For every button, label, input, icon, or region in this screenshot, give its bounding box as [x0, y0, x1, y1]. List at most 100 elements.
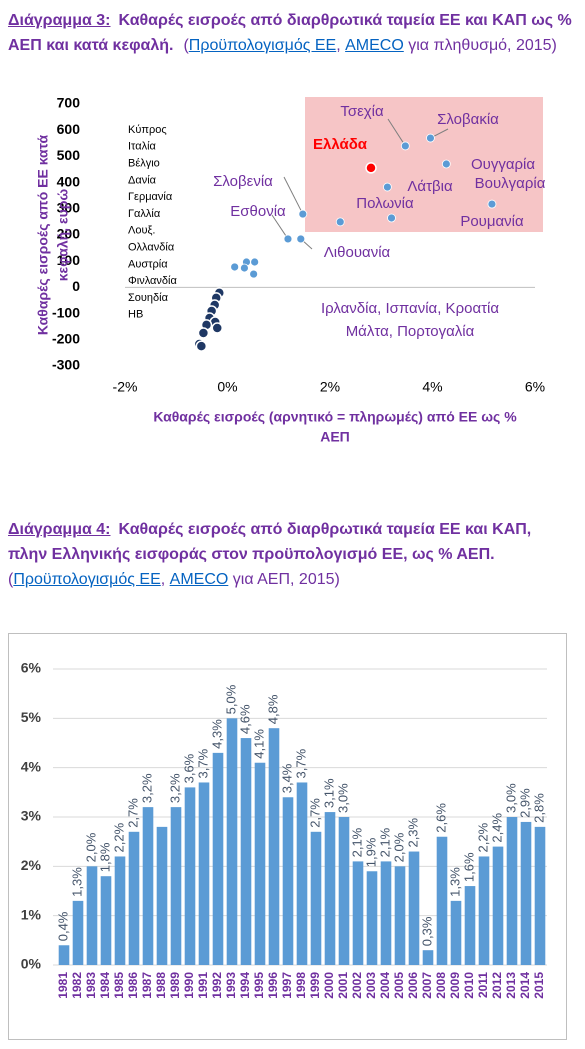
x-tick-label: 1981	[56, 972, 70, 999]
caption-link[interactable]: Προϋπολογισμός ΕΕ	[188, 37, 337, 54]
bar	[478, 856, 490, 965]
point-label: Λιθουανία	[324, 244, 391, 261]
country-list-item: Φινλανδία	[128, 275, 177, 287]
x-tick-label: 2010	[462, 972, 476, 999]
leader-line	[271, 214, 289, 240]
point	[335, 217, 345, 227]
caption-link[interactable]: Προϋπολογισμός ΕΕ	[13, 571, 161, 588]
x-tick-label: 2014	[518, 972, 532, 999]
x-tick-label: 1991	[196, 972, 210, 999]
point	[249, 269, 259, 279]
value-label: 2,3%	[405, 817, 420, 847]
country-list-item: Σουηδία	[128, 292, 169, 304]
y-tick-label: 100	[57, 252, 81, 268]
bar	[492, 846, 504, 965]
x-tick-label: 1986	[126, 972, 140, 999]
point	[197, 327, 210, 339]
caption-link[interactable]: AMECO	[345, 37, 404, 54]
value-label: 1,3%	[447, 867, 462, 897]
x-tick-label: 2013	[504, 972, 518, 999]
point	[387, 213, 396, 223]
value-label: 1,6%	[461, 852, 476, 882]
x-tick-label: 1987	[140, 972, 154, 999]
value-label: 4,6%	[237, 704, 252, 734]
bar	[156, 826, 168, 965]
point	[441, 159, 451, 169]
y-tick-label: 2%	[21, 857, 42, 873]
value-label: 2,8%	[531, 793, 546, 823]
caption-title: Καθαρές εισροές από διαρθρωτικά ταμεία Ε…	[8, 521, 536, 563]
x-tick-label: 1988	[154, 972, 168, 999]
x-tick-label: 2005	[392, 972, 406, 999]
highlight-region	[305, 97, 543, 232]
point-label: Λάτβια	[407, 178, 453, 195]
x-tick-label: 1984	[98, 972, 112, 999]
country-list-item: Δανία	[128, 174, 157, 186]
value-label: 5,0%	[223, 684, 238, 714]
value-label: 0,3%	[419, 916, 434, 946]
caption-link[interactable]: AMECO	[169, 571, 229, 588]
caption: Διάγραμμα 4: Καθαρές εισροές από διαρθρωτ…	[8, 517, 573, 592]
x-tick-label: 6%	[525, 379, 545, 395]
point-label: Ελλάδα	[313, 136, 368, 153]
value-label: 2,1%	[349, 827, 364, 857]
country-list-item: Γαλλία	[128, 208, 161, 220]
caption-label: Διάγραμμα 3:	[8, 12, 111, 29]
y-tick-label: 200	[57, 226, 81, 242]
x-tick-label: 1982	[70, 972, 84, 999]
x-tick-label: 1997	[280, 972, 294, 999]
y-tick-label: -300	[52, 357, 80, 373]
point-label: Βουλγαρία	[475, 175, 546, 192]
value-label: 3,2%	[167, 773, 182, 803]
x-tick-label: 2%	[320, 379, 340, 395]
bar	[254, 762, 266, 965]
value-label: 1,3%	[69, 867, 84, 897]
x-tick-label: 1996	[266, 972, 280, 999]
y-tick-label: 6%	[21, 660, 42, 676]
y-tick-label: 700	[57, 95, 81, 111]
bar	[296, 782, 308, 965]
y-tick-label: 400	[57, 173, 81, 189]
annotation: Μάλτα, Πορτογαλία	[346, 323, 475, 340]
bar	[142, 807, 154, 965]
point	[283, 234, 293, 244]
x-tick-label: 1993	[224, 972, 238, 999]
point	[298, 209, 308, 219]
x-tick-label: 2008	[434, 972, 448, 999]
x-tick-label: 2003	[364, 972, 378, 999]
point	[250, 257, 260, 267]
country-list-item: Κύπρος	[128, 124, 167, 136]
x-tick-label: 1994	[238, 972, 252, 999]
x-tick-label: -2%	[113, 379, 138, 395]
point	[230, 262, 240, 272]
value-label: 2,1%	[377, 827, 392, 857]
point-label: Σλοβακία	[437, 111, 499, 128]
point	[382, 182, 392, 192]
bar	[506, 817, 518, 965]
caption-plain: (	[8, 571, 14, 588]
x-tick-label: 2007	[420, 972, 434, 999]
value-label: 2,0%	[391, 832, 406, 862]
y-axis-title: Καθαρές εισροές από ΕΕ κατά	[35, 134, 51, 335]
country-list-item: Γερμανία	[128, 191, 173, 203]
value-label: 4,1%	[251, 729, 266, 759]
bar	[324, 812, 336, 965]
value-label: 3,0%	[335, 783, 350, 813]
y-tick-label: 1%	[21, 906, 42, 922]
leader-line	[283, 176, 304, 215]
caption-label: Διάγραμμα 4:	[8, 521, 111, 538]
point	[240, 263, 249, 273]
x-tick-label: 4%	[422, 379, 442, 395]
caption-plain: για πληθυσμό, 2015)	[403, 37, 557, 54]
value-label: 2,2%	[475, 822, 490, 852]
bar	[268, 728, 280, 965]
caption-plain: ,	[336, 37, 346, 54]
value-label: 2,7%	[307, 798, 322, 828]
caption-plain: ,	[160, 571, 170, 588]
x-tick-label: 1995	[252, 972, 266, 999]
x-axis-title: Καθαρές εισροές (αρνητικό = πληρωμές) απ…	[153, 409, 517, 425]
country-list-item: Βέλγιο	[128, 158, 160, 170]
value-label: 3,7%	[195, 748, 210, 778]
annotation: Ιρλανδία, Ισπανία, Κροατία	[321, 300, 499, 317]
